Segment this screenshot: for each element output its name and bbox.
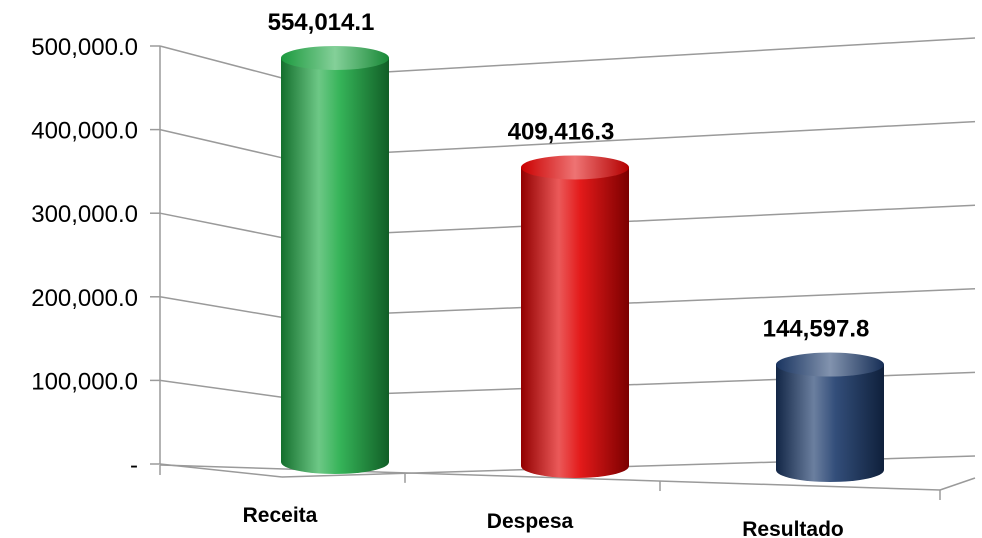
ytick-label-5: 500,000.0 [31, 34, 138, 61]
gridline-back-5 [281, 37, 976, 79]
data-label-1: 409,416.3 [508, 118, 615, 145]
gridline-left-5 [159, 45, 283, 79]
bar-receita [281, 46, 389, 474]
y-axis-ticks: - 100,000.0 200,000.0 300,000.0 400,000.0 500… [31, 34, 160, 479]
bar-body-1 [521, 167, 629, 478]
x-axis-ticks: Receita Despesa Resultado [243, 504, 844, 538]
data-label-2: 144,597.8 [763, 316, 870, 343]
ytick-label-4: 400,000.0 [31, 118, 138, 145]
bar-body-2 [776, 364, 884, 482]
bars [281, 46, 884, 482]
gridline-left-2 [159, 296, 283, 319]
bar-body-0 [281, 58, 389, 474]
ytick-label-2: 200,000.0 [31, 285, 138, 312]
gridline-back-4 [281, 120, 976, 159]
data-label-0: 554,014.1 [268, 9, 375, 36]
ytick-label-3: 300,000.0 [31, 201, 138, 228]
bar-cap-1 [521, 155, 629, 180]
ytick-label-1: 100,000.0 [31, 368, 138, 395]
gridline-left-3 [159, 212, 283, 239]
bar-cap-0 [281, 46, 389, 70]
ytick-label-0: - [130, 452, 138, 479]
floor-right-edge [939, 477, 976, 491]
bar-resultado [776, 352, 884, 482]
xtick-label-1: Despesa [487, 510, 574, 533]
gridline-left-1 [159, 379, 283, 398]
gridline-left-4 [159, 128, 283, 159]
xtick-label-0: Receita [243, 504, 318, 527]
bar-cap-2 [776, 352, 884, 377]
xtick-label-2: Resultado [742, 518, 844, 538]
axes [159, 46, 976, 500]
x-axis-line [159, 464, 941, 491]
bar-despesa [521, 155, 629, 478]
data-labels: 554,014.1 409,416.3 144,597.8 [268, 9, 870, 343]
